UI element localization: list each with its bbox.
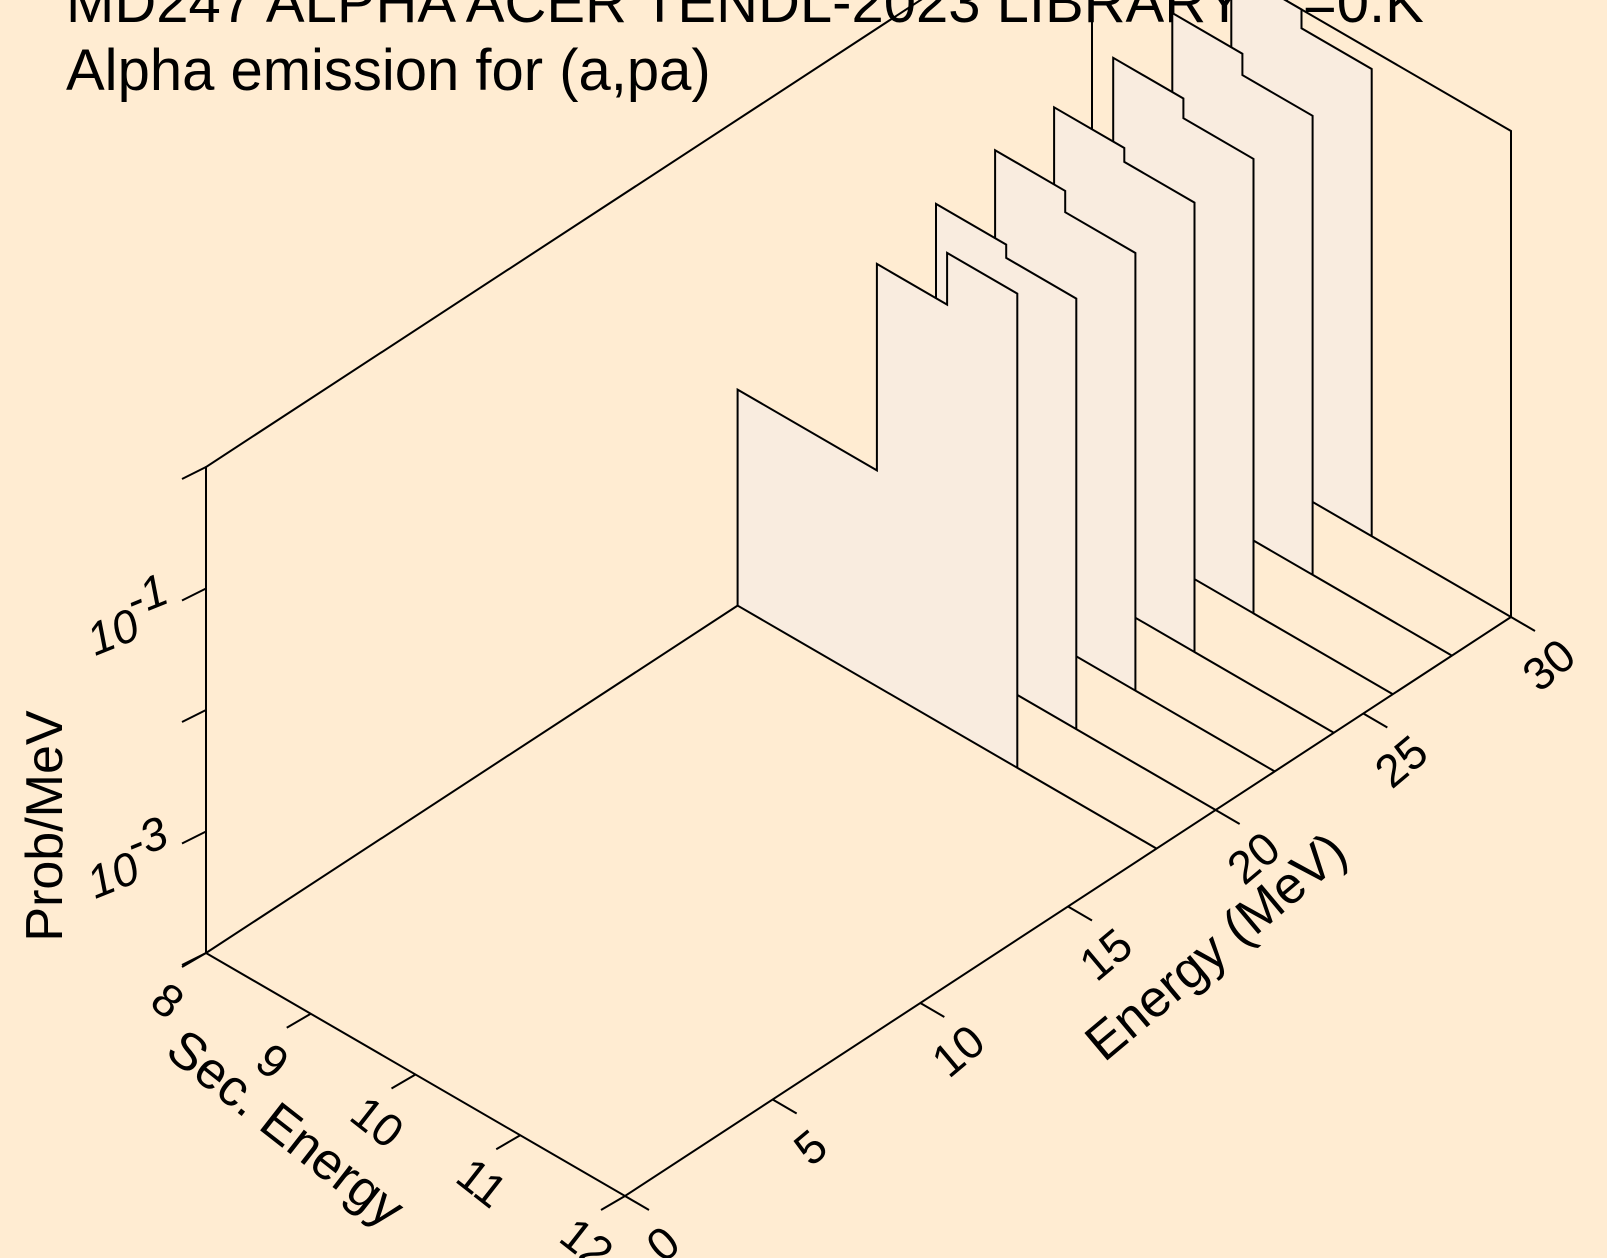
- chart-subtitle: Alpha emission for (a,pa): [66, 38, 711, 103]
- y-tick-0.001: [181, 830, 207, 845]
- x-tick-5: [772, 1098, 798, 1115]
- back-walls: [205, 0, 1512, 953]
- z-tick-label-11: 11: [447, 1147, 517, 1217]
- y-tick-0.01: [181, 709, 207, 723]
- z-tick-10: [390, 1073, 417, 1090]
- x-tick-15: [1067, 905, 1093, 922]
- y-tick-label: 10-1: [79, 563, 175, 666]
- chart-title: MD247 ALPHA ACER TENDL-2023 LIBRARY, T=0…: [66, 0, 1424, 35]
- x-tick-10: [919, 1002, 945, 1018]
- z-tick-11: [495, 1134, 521, 1151]
- z-tick-9: [286, 1012, 312, 1029]
- y-axis-label: Prob/MeV: [16, 710, 74, 942]
- x-tick-label-30: 30: [1512, 628, 1585, 701]
- x-tick-25: [1362, 712, 1388, 729]
- y-tick-0.0001: [181, 952, 207, 966]
- x-tick-20: [1215, 809, 1241, 825]
- x-tick-0: [624, 1195, 650, 1211]
- x-tick-label-25: 25: [1365, 725, 1438, 798]
- x-tick-30: [1510, 616, 1536, 632]
- slice-18mev: [736, 251, 1158, 850]
- y-tick-1: [181, 466, 207, 480]
- y-tick-0.1: [181, 587, 207, 602]
- x-tick-label-5: 5: [784, 1119, 837, 1175]
- y-tick-label: 10-3: [79, 806, 175, 909]
- z-tick-label-8: 8: [142, 972, 194, 1029]
- x-tick-label-0: 0: [636, 1216, 689, 1258]
- data-slices: [736, 0, 1512, 850]
- z-tick-12: [600, 1195, 626, 1211]
- x-tick-label-10: 10: [922, 1014, 995, 1087]
- z-tick-label-12: 12: [551, 1207, 623, 1258]
